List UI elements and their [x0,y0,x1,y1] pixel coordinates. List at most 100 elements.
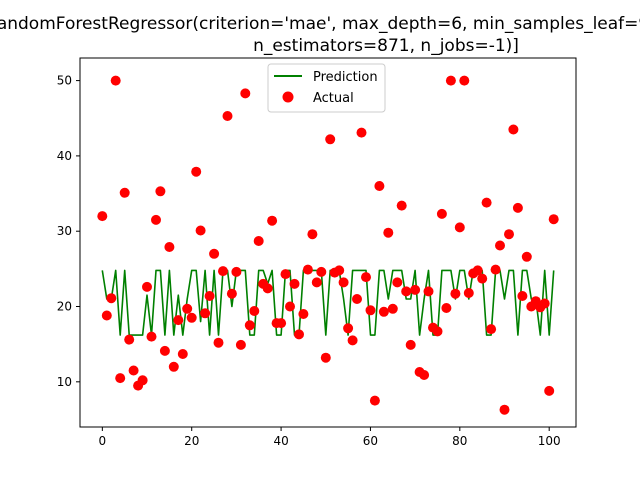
actual-point [164,242,175,252]
actual-point [151,214,161,225]
actual-point [168,361,179,372]
actual-point [231,266,242,277]
actual-point [374,181,385,191]
actual-point [383,227,394,238]
actual-point [365,305,376,316]
actual-point [387,303,398,314]
actual-point [285,301,295,312]
actual-point [356,127,367,138]
actual-point [128,365,139,376]
actual-point [472,265,483,276]
legend-actual-swatch [282,91,294,103]
actual-point [97,211,108,222]
y-tick-label: 30 [57,224,72,238]
actual-point [481,197,492,208]
actual-point [159,345,170,356]
actual-point [101,310,112,321]
actual-point [361,272,371,283]
actual-point [352,294,362,304]
actual-point [311,277,322,288]
actual-point [392,277,403,288]
actual-point [334,265,345,276]
actual-point [115,373,126,384]
x-tick-label: 0 [99,434,107,448]
actual-point [450,288,461,299]
actual-point [486,324,497,335]
actual-point [191,166,202,177]
actual-point [235,339,246,350]
actual-point [521,251,532,262]
x-tick-label: 80 [452,434,467,448]
actual-point [316,266,327,277]
y-tick-label: 10 [57,375,72,389]
legend-actual-label: Actual [313,91,354,106]
x-tick-label: 40 [273,434,288,448]
actual-point [512,202,523,213]
y-tick-label: 40 [57,149,72,163]
actual-point [276,318,287,329]
actual-point [307,229,318,240]
x-tick-label: 100 [538,434,561,448]
actual-point [454,222,465,233]
actual-point [490,264,501,275]
actual-point [423,286,434,297]
actual-point [445,75,456,86]
y-tick-label: 50 [57,74,72,88]
actual-point [508,124,519,135]
actual-point [463,288,474,298]
actual-point [240,88,251,99]
actual-point [209,248,220,259]
actual-point [499,404,510,415]
actual-point [173,315,184,326]
actual-point [177,349,188,359]
actual-point [338,277,349,288]
actual-point [548,214,559,225]
legend-prediction-label: Prediction [313,70,378,85]
plot-area [97,75,559,415]
actual-point [325,134,336,145]
actual-point [320,352,331,363]
actual-point [142,281,152,292]
actual-point [213,337,224,348]
actual-point [410,284,421,295]
actual-point [253,236,264,246]
actual-point [106,293,117,304]
actual-point [477,273,488,284]
legend: Prediction Actual [267,63,386,113]
actual-point [436,208,447,219]
actual-point [244,320,255,331]
actual-point [267,215,278,226]
actual-point [495,240,505,251]
actual-point [124,334,135,345]
actual-point [459,75,470,86]
actual-point [419,370,430,380]
actual-point [369,395,380,406]
actual-point [200,308,211,319]
actual-point [289,278,300,289]
actual-point [222,111,233,121]
actual-point [294,329,304,340]
actual-point [182,303,193,314]
actual-point [298,309,309,319]
actual-point [405,339,416,350]
actual-point [517,291,528,301]
actual-point [302,264,313,275]
actual-point [396,200,407,211]
actual-point [539,298,550,309]
actual-point [155,186,166,197]
actual-point [195,225,206,236]
chart-title-line2: n_estimators=871, n_jobs=-1)] [253,36,519,56]
y-tick-label: 20 [57,300,72,314]
actual-point [347,335,358,346]
actual-point [226,288,237,299]
actual-point [401,286,412,297]
actual-point [119,187,130,198]
actual-point [137,375,148,386]
actual-point [280,269,291,280]
actual-point [262,283,273,294]
x-tick-label: 60 [363,434,378,448]
actual-point [504,229,514,240]
chart-title-line1: RandomForestRegressor(criterion='mae', m… [0,14,640,34]
actual-point [110,75,121,86]
